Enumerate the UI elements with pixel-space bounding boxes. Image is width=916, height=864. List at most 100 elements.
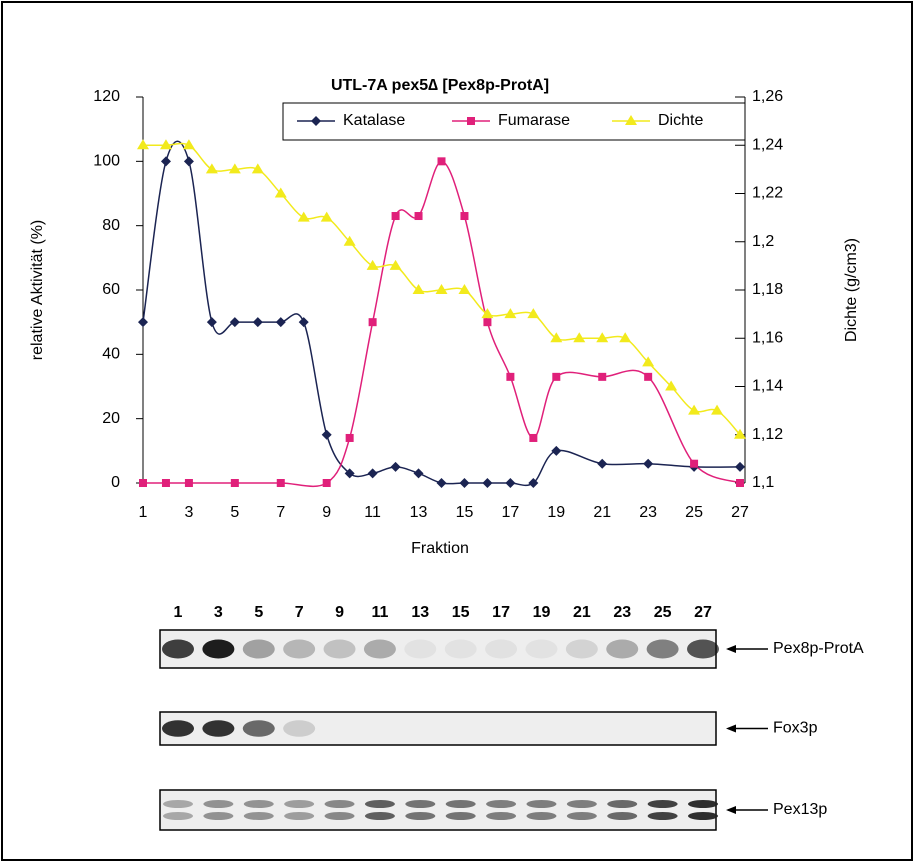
marker (483, 318, 491, 326)
marker (137, 139, 149, 149)
marker (367, 260, 379, 270)
marker (298, 212, 310, 222)
blot-band (364, 640, 396, 659)
lane-label: 7 (295, 604, 304, 621)
blot-band (607, 800, 637, 808)
blot-band (445, 640, 477, 659)
y-tick-label: 100 (93, 153, 120, 170)
y2-tick-label: 1,16 (752, 329, 783, 346)
y2-tick-label: 1,1 (752, 474, 774, 491)
y2-tick-label: 1,22 (752, 185, 783, 202)
marker (460, 212, 468, 220)
series-line (143, 141, 740, 485)
blot-band (525, 640, 557, 659)
marker (207, 317, 217, 327)
blot-band (283, 640, 315, 659)
x-tick-label: 1 (139, 504, 148, 521)
y2-tick-label: 1,24 (752, 136, 783, 153)
marker (277, 479, 285, 487)
x-tick-label: 9 (322, 504, 331, 521)
blot-band (688, 800, 718, 808)
x-tick-label: 11 (364, 504, 381, 521)
y-tick-label: 60 (102, 281, 120, 298)
marker (323, 479, 331, 487)
blot-band (446, 812, 476, 820)
marker (529, 434, 537, 442)
legend-label: Dichte (658, 112, 703, 129)
blot-band (365, 800, 395, 808)
blot-band (203, 800, 233, 808)
chart-title: UTL-7A pex5∆ [Pex8p-ProtA] (331, 77, 549, 94)
blot-band (567, 800, 597, 808)
blot-panel: 13579111315171921232527Pex8p-ProtAFox3pP… (160, 604, 864, 830)
marker (644, 373, 652, 381)
y-tick-label: 80 (102, 217, 120, 234)
blot-band (365, 812, 395, 820)
marker (369, 318, 377, 326)
marker (597, 459, 607, 469)
blot-band (648, 800, 678, 808)
blot-label: Pex8p-ProtA (773, 640, 864, 657)
marker (413, 284, 425, 294)
x-tick-label: 17 (501, 504, 519, 521)
x-tick-label: 3 (184, 504, 193, 521)
x-tick-label: 5 (230, 504, 239, 521)
y2-tick-label: 1,14 (752, 378, 783, 395)
marker (552, 373, 560, 381)
lane-label: 15 (452, 604, 470, 621)
marker (391, 462, 401, 472)
marker (437, 478, 447, 488)
blot-band (446, 800, 476, 808)
marker (161, 156, 171, 166)
x-tick-label: 21 (593, 504, 611, 521)
blot-label: Pex13p (773, 801, 827, 818)
marker (184, 156, 194, 166)
blot-band (284, 800, 314, 808)
marker (392, 212, 400, 220)
blot-band (162, 720, 194, 737)
blot-label: Fox3p (773, 720, 818, 737)
blot-band (648, 812, 678, 820)
blot-band (526, 800, 556, 808)
blot-band (526, 812, 556, 820)
blot-band (163, 800, 193, 808)
lane-label: 25 (654, 604, 672, 621)
lane-label: 27 (694, 604, 712, 621)
blot-band (202, 640, 234, 659)
x-axis-label: Fraktion (411, 540, 469, 557)
blot-band (163, 812, 193, 820)
marker (505, 478, 515, 488)
lane-label: 13 (411, 604, 429, 621)
marker (206, 163, 218, 173)
blot-strip (160, 790, 716, 830)
blot-band (687, 640, 719, 659)
marker (299, 317, 309, 327)
x-tick-label: 27 (731, 504, 749, 521)
marker (438, 157, 446, 165)
marker (346, 434, 354, 442)
blot-band (567, 812, 597, 820)
x-tick-label: 13 (410, 504, 428, 521)
arrow-head (726, 725, 736, 733)
marker (230, 317, 240, 327)
legend-marker (467, 117, 475, 125)
marker (735, 462, 745, 472)
arrow-head (726, 806, 736, 814)
x-tick-label: 19 (547, 504, 565, 521)
marker (598, 373, 606, 381)
y2-tick-label: 1,26 (752, 88, 783, 105)
y2-axis-label: Dichte (g/cm3) (843, 238, 860, 342)
blot-band (324, 640, 356, 659)
y-tick-label: 20 (102, 410, 120, 427)
marker (482, 478, 492, 488)
marker (414, 468, 424, 478)
blot-band (607, 812, 637, 820)
blot-band (405, 812, 435, 820)
x-tick-label: 7 (276, 504, 285, 521)
blot-band (283, 720, 315, 737)
arrow-head (726, 645, 736, 653)
lane-label: 11 (371, 604, 388, 621)
x-tick-label: 15 (456, 504, 474, 521)
blot-band (325, 812, 355, 820)
blot-band (243, 720, 275, 737)
